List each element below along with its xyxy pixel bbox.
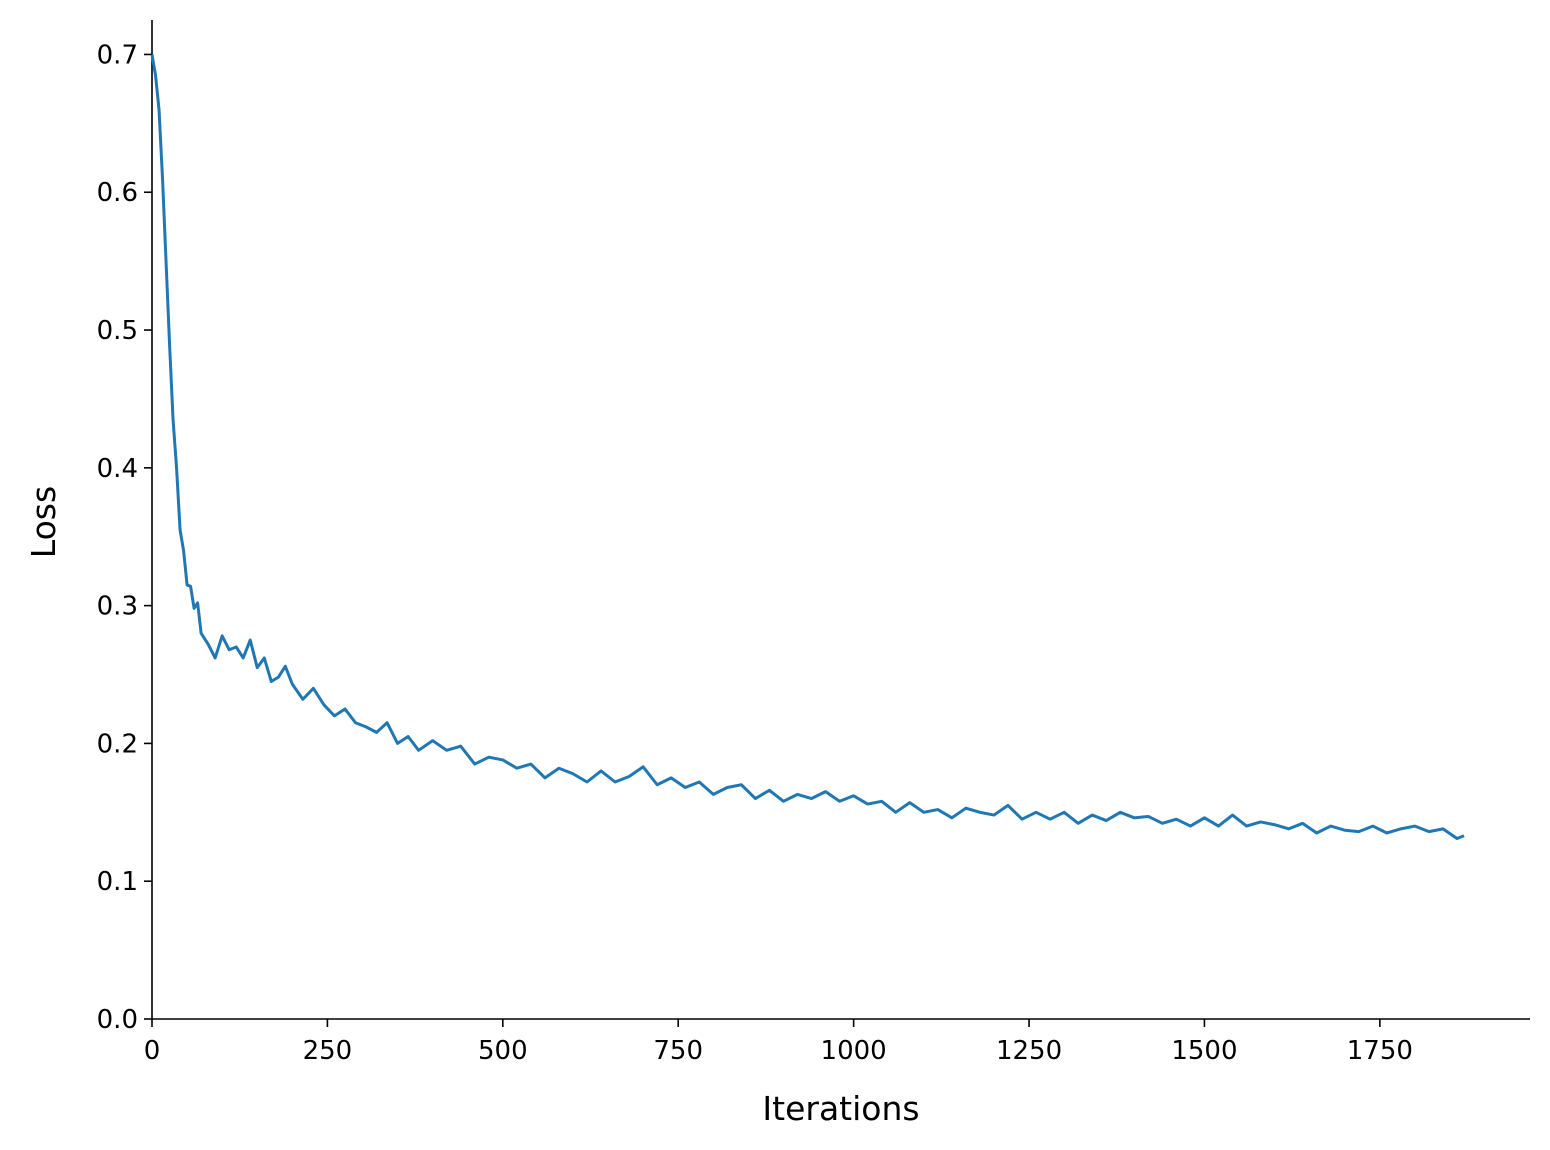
x-tick-label: 1500 xyxy=(1171,1036,1237,1066)
x-tick-label: 0 xyxy=(144,1036,161,1066)
x-tick-label: 1000 xyxy=(821,1036,887,1066)
y-axis-label: Loss xyxy=(24,486,63,558)
y-tick-label: 0.2 xyxy=(97,729,138,759)
x-tick-label: 250 xyxy=(303,1036,353,1066)
y-tick-label: 0.5 xyxy=(97,316,138,346)
x-tick-label: 1750 xyxy=(1347,1036,1413,1066)
y-tick-label: 0.4 xyxy=(97,454,138,484)
y-tick-label: 0.6 xyxy=(97,178,138,208)
y-tick-label: 0.7 xyxy=(97,40,138,70)
y-tick-label: 0.1 xyxy=(97,867,138,897)
x-axis-label: Iterations xyxy=(762,1089,919,1128)
data-line xyxy=(150,54,1465,840)
y-tick-label: 0.0 xyxy=(97,1005,138,1035)
x-tick-label: 1250 xyxy=(996,1036,1062,1066)
x-tick-label: 500 xyxy=(478,1036,528,1066)
x-tick-label: 750 xyxy=(653,1036,703,1066)
y-tick-label: 0.3 xyxy=(97,592,138,622)
